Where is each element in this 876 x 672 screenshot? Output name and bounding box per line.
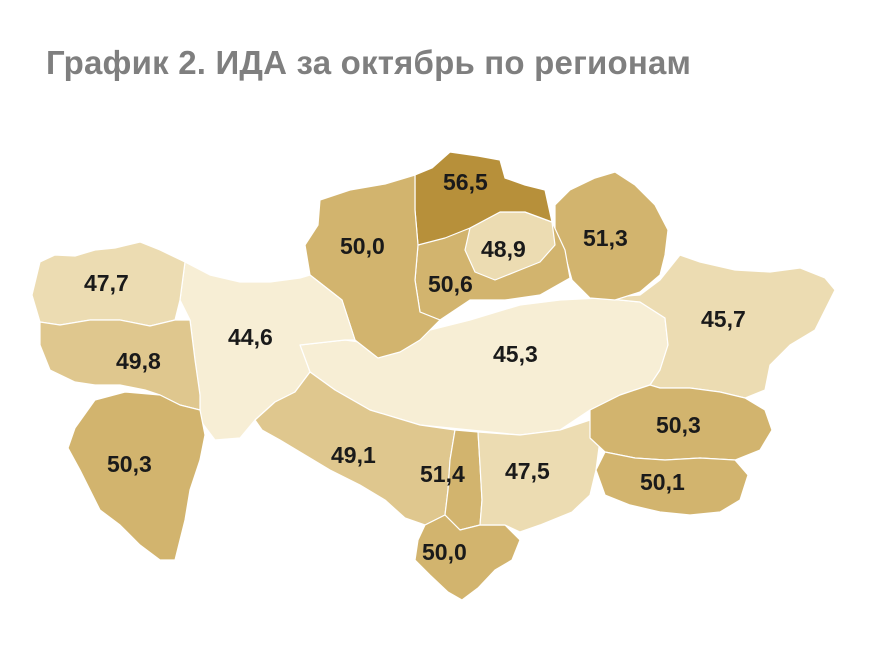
label-zhambyl: 47,5: [505, 458, 550, 484]
region-shapes: [31, 151, 836, 601]
region-kostanay: [304, 174, 441, 359]
label-east-kazakhstan: 45,7: [701, 306, 746, 332]
label-west-kazakhstan: 47,7: [84, 270, 129, 296]
label-mangystau: 50,3: [107, 451, 152, 477]
label-kostanay: 50,0: [340, 233, 385, 259]
region-mangystau: [67, 391, 206, 561]
label-almaty-region: 50,3: [656, 412, 701, 438]
label-aktobe: 44,6: [228, 324, 273, 350]
region-almaty-city: [595, 451, 749, 516]
region-zhambyl: [477, 419, 601, 533]
label-almaty-city: 50,1: [640, 469, 685, 495]
label-shymkent: 50,0: [422, 539, 467, 565]
label-karaganda: 45,3: [493, 341, 538, 367]
label-north-kazakhstan: 56,5: [443, 169, 488, 195]
label-kyzylorda: 49,1: [331, 442, 376, 468]
label-atyrau: 49,8: [116, 348, 161, 374]
chart-title: График 2. ИДА за октябрь по регионам: [46, 44, 692, 81]
region-north-kazakhstan: [414, 151, 553, 246]
region-east-kazakhstan: [599, 254, 836, 399]
region-shymkent: [414, 514, 521, 601]
label-astana: 48,9: [481, 236, 526, 262]
label-akmola: 50,6: [428, 271, 473, 297]
label-south-kazakhstan: 51,4: [420, 461, 465, 487]
label-pavlodar: 51,3: [583, 225, 628, 251]
region-value-labels: 56,5 50,0 50,6 48,9 51,3 47,7 44,6 49,8 …: [84, 169, 746, 565]
